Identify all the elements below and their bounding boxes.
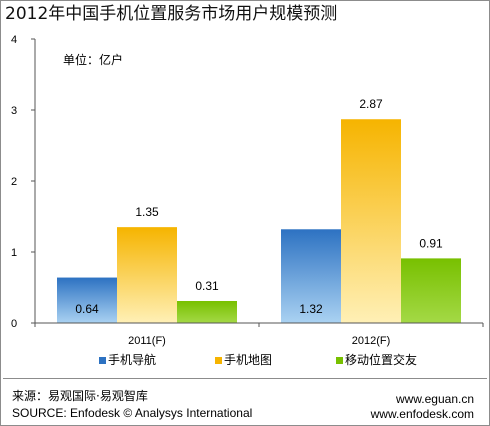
- bar: [281, 229, 341, 323]
- chart-title: 2012年中国手机位置服务市场用户规模预测: [5, 4, 338, 24]
- legend-swatch: [99, 356, 106, 364]
- footer-divider: [3, 378, 487, 379]
- website-enfodesk: www.enfodesk.com: [370, 407, 474, 421]
- y-tick-label: 3: [11, 105, 17, 117]
- legend-swatch: [215, 356, 222, 364]
- legend-swatch: [336, 356, 343, 364]
- x-category-label: 2011(F): [128, 335, 166, 347]
- legend-label: 移动位置交友: [345, 353, 418, 367]
- bar-value-label: 0.31: [195, 279, 219, 293]
- y-tick-label: 1: [11, 247, 17, 259]
- legend-label: 手机导航: [108, 353, 157, 367]
- bar-value-label: 2.87: [359, 97, 383, 111]
- bar: [57, 277, 117, 323]
- data-labels: 0.64 1.35 0.31 1.32 2.87 0.91: [75, 97, 443, 316]
- y-tick-label: 0: [11, 318, 17, 330]
- unit-label: 单位：亿户: [63, 53, 124, 67]
- bar-value-label: 1.32: [299, 302, 323, 316]
- legend-item: 手机导航: [99, 353, 156, 367]
- x-axis: 2011(F) 2012(F): [34, 322, 484, 347]
- bar: [117, 227, 177, 323]
- legend-item: 移动位置交友: [336, 353, 417, 367]
- bar-value-label: 1.35: [135, 205, 159, 219]
- website-eguan: www.eguan.cn: [395, 392, 474, 406]
- bar-value-label: 0.64: [75, 302, 99, 316]
- y-axis: 0 1 2 3 4: [11, 34, 36, 330]
- source-en: SOURCE: Enfodesk © Analysys Internationa…: [12, 406, 253, 420]
- legend-label: 手机地图: [224, 353, 273, 367]
- bars: [57, 119, 461, 323]
- x-category-label: 2012(F): [352, 335, 391, 347]
- y-tick-label: 4: [11, 34, 17, 46]
- y-tick-label: 2: [11, 176, 17, 188]
- legend-item: 手机地图: [215, 353, 272, 367]
- source-cn: 来源：易观国际·易观智库: [12, 389, 148, 403]
- bar: [341, 119, 401, 323]
- legend: 手机导航 手机地图 移动位置交友: [0, 353, 490, 367]
- bar: [401, 258, 461, 323]
- bar-value-label: 0.91: [419, 236, 443, 250]
- bar: [177, 300, 237, 323]
